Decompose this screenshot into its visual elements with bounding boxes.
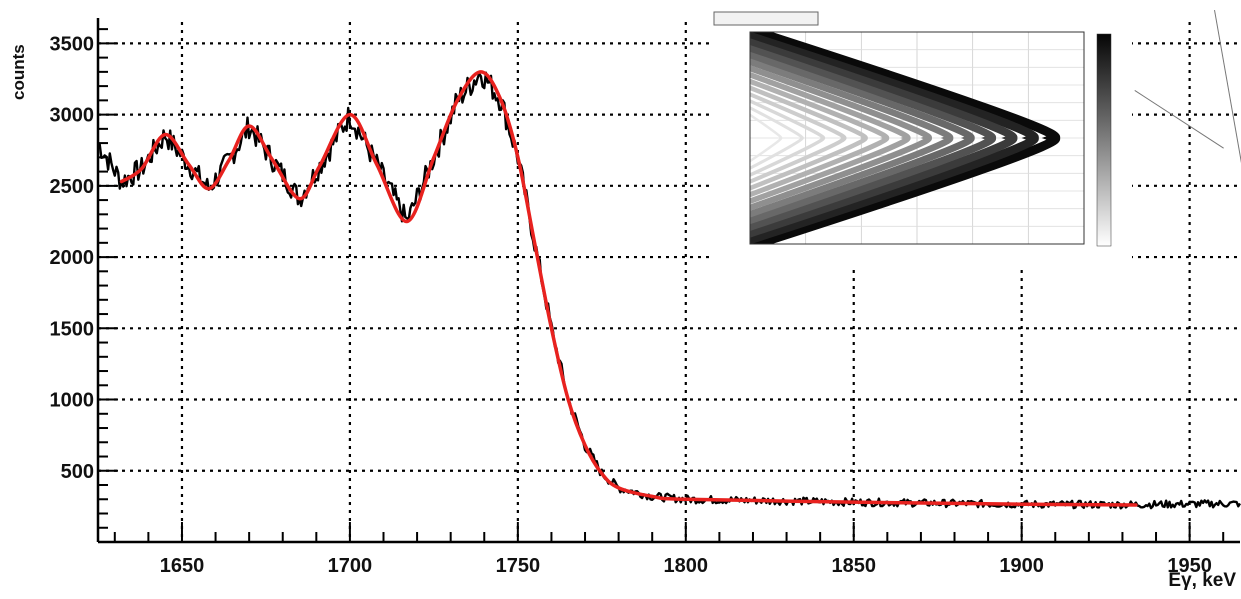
inset-heatmap-arcs [750, 32, 1061, 244]
y-tick-label: 2000 [50, 247, 95, 269]
data-series [97, 70, 1241, 510]
inset-arc-band [750, 71, 911, 205]
x-tick-label: 1650 [160, 555, 205, 577]
inset-arc-band [750, 38, 1018, 238]
inset-arc-band [750, 106, 804, 170]
inset-arc-band [750, 92, 847, 184]
inset-color-scale [1096, 33, 1112, 247]
x-tick-label: 1750 [496, 555, 541, 577]
y-tick-label: 3500 [50, 33, 95, 55]
x-tick-label: 1900 [999, 555, 1044, 577]
x-tick-label: 1800 [664, 555, 709, 577]
inset-title-box [713, 11, 819, 26]
x-tick-labels: 1650 1700 1750 1800 1850 1900 1950 [160, 555, 1212, 577]
inset-arc-band [750, 85, 868, 191]
y-axis-label: counts [9, 44, 28, 100]
inset-arc-band [750, 51, 975, 225]
x-tick-label: 1950 [1167, 555, 1212, 577]
inset-frame [749, 31, 1085, 245]
inset-arc-band [750, 113, 783, 163]
inset-arc-band [750, 65, 932, 211]
y-tick-label: 1000 [50, 390, 95, 412]
y-tick-label: 500 [61, 461, 94, 483]
inset-arc-band [750, 45, 997, 231]
y-tick-label: 1500 [50, 318, 95, 340]
y-tick-label: 3000 [50, 105, 95, 127]
inset-arc-band [750, 32, 1039, 244]
inset-arc-band [750, 99, 825, 177]
x-tick-label: 1850 [831, 555, 876, 577]
y-tick-labels: 500 1000 1500 2000 2500 3000 3500 [50, 33, 95, 482]
x-tick-label: 1700 [328, 555, 373, 577]
inset-arc-band [750, 78, 890, 198]
grid-lines [98, 22, 1240, 542]
inset-arc-band [750, 32, 1061, 244]
y-tick-label: 2500 [50, 176, 95, 198]
inset-heatmap [712, 10, 1132, 265]
axes [96, 18, 1240, 544]
fit-curve [119, 70, 1138, 507]
inset-arc-band [750, 58, 954, 218]
x-axis-label: Eγ, keV [1168, 570, 1236, 591]
